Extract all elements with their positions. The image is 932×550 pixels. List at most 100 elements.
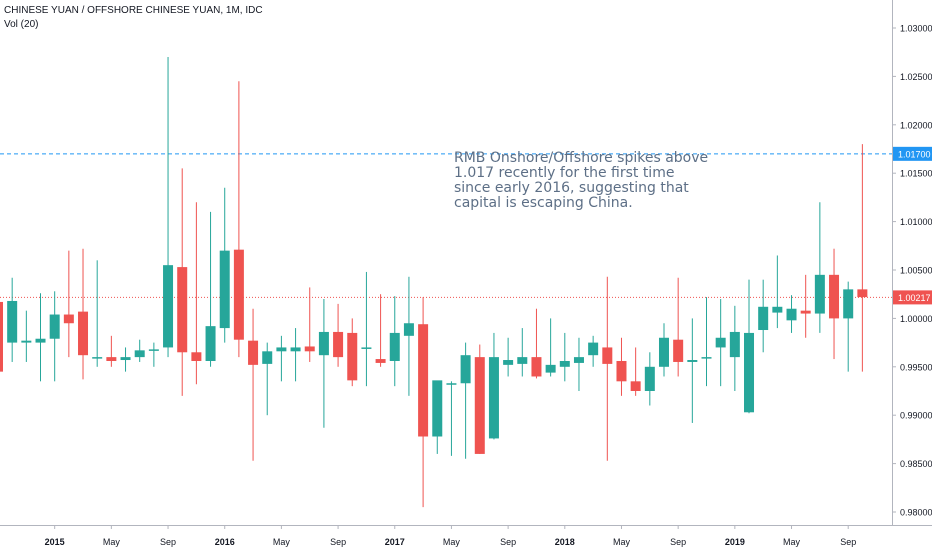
candle-body (35, 338, 46, 343)
x-tick-label: May (443, 537, 461, 547)
candle (474, 344, 485, 454)
candle-body (701, 357, 712, 359)
candle-body (658, 337, 669, 367)
candles (0, 57, 868, 508)
candle (191, 202, 202, 385)
candle (418, 297, 429, 508)
candle (219, 187, 230, 343)
x-tick-label: 2015 (45, 537, 65, 547)
candle-body (602, 347, 613, 364)
candle (446, 381, 457, 456)
candle-body (333, 331, 344, 358)
candle (531, 308, 542, 379)
annotation-line: RMB Onshore/Offshore spikes above (454, 150, 709, 166)
candle-body (644, 366, 655, 391)
candle (488, 332, 499, 440)
candle-body (418, 324, 429, 437)
candle (304, 287, 315, 362)
candle (616, 337, 627, 396)
candle-body (191, 352, 202, 361)
candle-body (248, 340, 259, 365)
candle (78, 248, 89, 380)
candle (460, 342, 471, 459)
candle-body (120, 357, 131, 361)
x-tick-label: Sep (840, 537, 856, 547)
candle-body (92, 357, 103, 359)
x-tick-label: 2016 (215, 537, 235, 547)
y-tick-label: 1.00000 (900, 314, 932, 324)
candle (786, 295, 797, 333)
y-tick-label: 0.98000 (900, 508, 932, 518)
annotation-text[interactable]: RMB Onshore/Offshore spikes above 1.017 … (454, 151, 714, 211)
candle (403, 276, 414, 396)
candle-body (304, 346, 315, 352)
x-tick-label: Sep (160, 537, 176, 547)
candle (233, 81, 244, 358)
candle-body (531, 357, 542, 377)
candle-body (488, 357, 499, 439)
candle (333, 303, 344, 367)
candle-body (432, 380, 443, 437)
candle-body (361, 347, 372, 349)
candle (602, 276, 613, 461)
volume-indicator-label[interactable]: Vol (20) (4, 19, 39, 30)
candle (772, 255, 783, 329)
candle (729, 305, 740, 391)
candle-body (772, 306, 783, 313)
candle (701, 297, 712, 387)
candle-body (389, 332, 400, 361)
candle (644, 352, 655, 406)
annotation-line: since early 2016, suggesting that (454, 180, 689, 196)
candle-body (687, 360, 698, 362)
price-tag (893, 146, 932, 161)
y-tick-label: 1.03000 (900, 24, 932, 34)
candle (630, 347, 641, 396)
candle-body (474, 357, 485, 454)
candle-body (290, 347, 301, 352)
candle (857, 144, 868, 372)
candle (503, 337, 514, 377)
y-tick-label: 1.01500 (900, 169, 932, 179)
candle-body (588, 342, 599, 356)
candle-body (403, 323, 414, 336)
candle (432, 380, 443, 454)
candle (21, 310, 32, 362)
x-tick-label: May (103, 537, 121, 547)
x-tick-label: 2019 (725, 537, 745, 547)
candle (7, 277, 18, 362)
candle (49, 291, 60, 382)
annotation-line: 1.017 recently for the first time (454, 165, 675, 181)
reference-lines: 1.01700 1.00217 (0, 146, 932, 305)
price-tag-label: 1.00217 (898, 293, 931, 303)
y-tick-label: 0.99500 (900, 362, 932, 372)
candle-body (163, 265, 174, 348)
candle (829, 248, 840, 360)
candle-body (758, 306, 769, 331)
x-tick-label: May (783, 537, 801, 547)
candle-body (375, 359, 386, 363)
symbol-title[interactable]: CHINESE YUAN / OFFSHORE CHINESE YUAN, 1M… (4, 5, 263, 16)
candle-body (857, 289, 868, 298)
candle-body (829, 274, 840, 319)
candle (276, 335, 287, 382)
candle-body (715, 337, 726, 348)
price-tag-label: 1.01700 (898, 149, 931, 159)
candle-body (559, 360, 570, 367)
candle (163, 57, 174, 358)
y-tick-label: 1.01000 (900, 217, 932, 227)
candle (559, 332, 570, 382)
candle-body (545, 364, 556, 373)
candle-body (318, 331, 329, 356)
y-tick-label: 0.99000 (900, 411, 932, 421)
candle-body (106, 357, 117, 361)
candle-body (843, 289, 854, 319)
candle-body (219, 250, 230, 329)
price-tag (893, 290, 932, 305)
candle (517, 328, 528, 377)
candle-body (744, 332, 755, 413)
candle (843, 281, 854, 372)
candle (687, 318, 698, 423)
candle (588, 335, 599, 367)
